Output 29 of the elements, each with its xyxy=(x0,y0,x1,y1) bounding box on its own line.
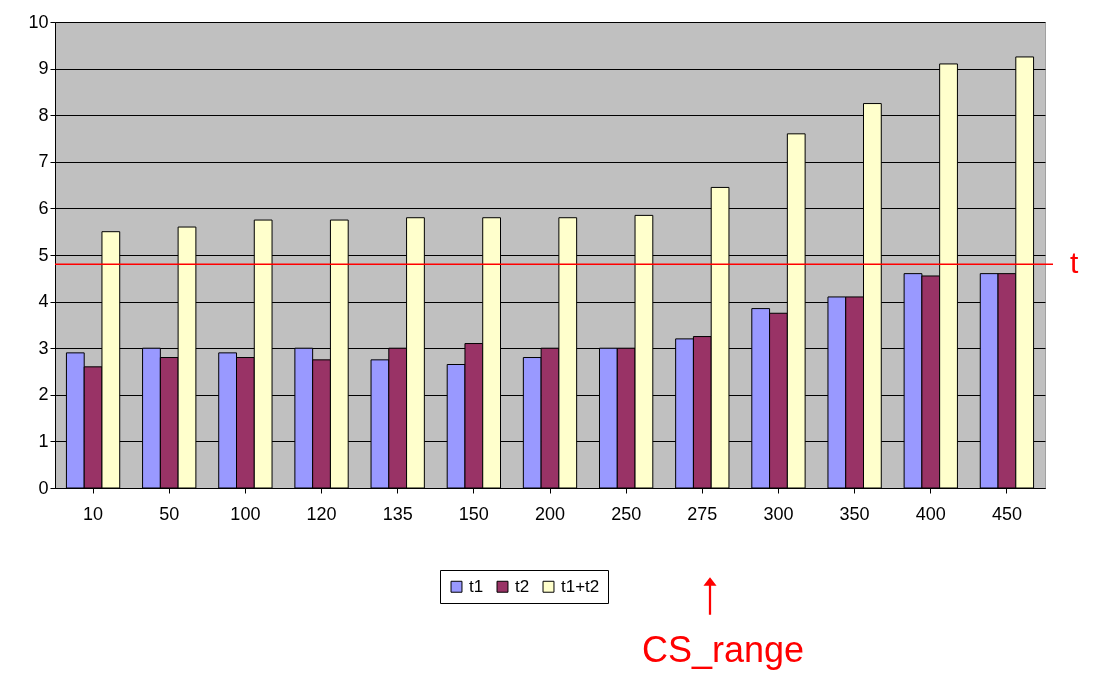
x-tick-label: 275 xyxy=(687,503,718,524)
x-tick-label: 100 xyxy=(230,503,261,524)
y-tick-label: 8 xyxy=(38,104,49,125)
y-tick-label: 6 xyxy=(38,197,49,218)
text: CS_range xyxy=(641,629,805,670)
y-tick-label: 3 xyxy=(38,337,49,358)
x-tick-label: 135 xyxy=(382,503,413,524)
legend-label: t1+t2 xyxy=(561,576,600,596)
legend-label: t2 xyxy=(515,576,530,596)
y-tick-label: 2 xyxy=(38,384,49,405)
y-tick-label: 4 xyxy=(38,291,49,312)
x-tick-label: 400 xyxy=(915,503,946,524)
y-tick-label: 10 xyxy=(28,11,49,32)
x-tick-label: 350 xyxy=(839,503,870,524)
x-tick-label: 300 xyxy=(763,503,794,524)
x-tick-label: 450 xyxy=(991,503,1022,524)
x-tick-label: 50 xyxy=(159,503,180,524)
x-tick-label: 200 xyxy=(534,503,566,524)
x-tick-label: 120 xyxy=(306,503,337,524)
x-tick-label: 10 xyxy=(83,503,104,524)
y-tick-label: 5 xyxy=(38,244,49,265)
legend-label: t1 xyxy=(469,576,484,596)
x-tick-label: 250 xyxy=(611,503,642,524)
x-tick-label: 150 xyxy=(458,503,489,524)
y-tick-label: 1 xyxy=(38,430,49,451)
y-tick-label: 7 xyxy=(38,151,49,172)
y-tick-label: 0 xyxy=(38,477,49,498)
y-tick-label: 9 xyxy=(38,58,49,79)
ref-line-label: t xyxy=(1070,246,1079,280)
